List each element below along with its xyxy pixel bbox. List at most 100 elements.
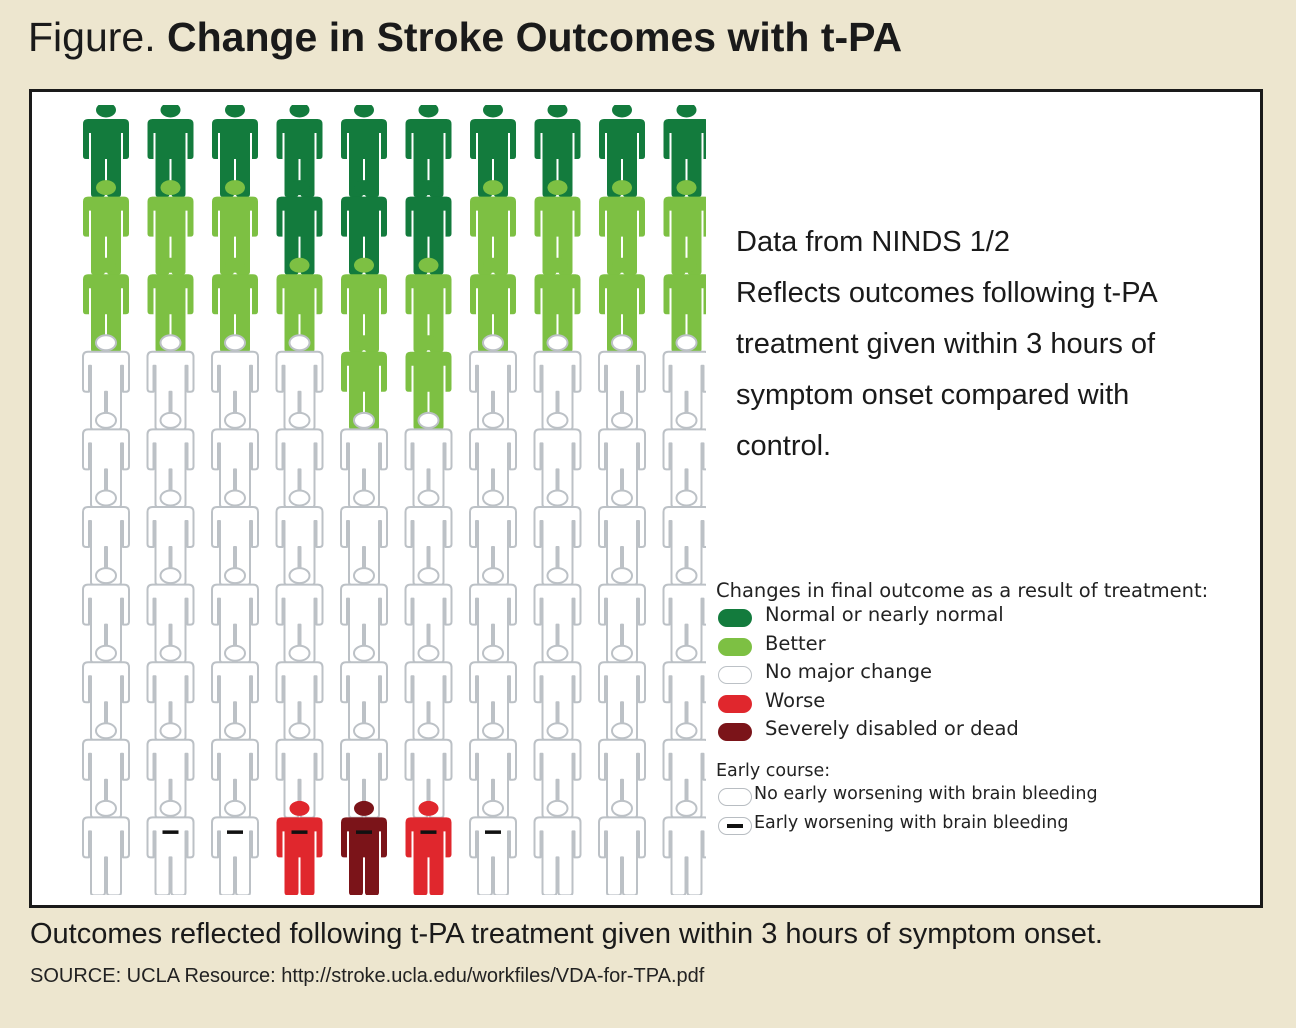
person-head	[417, 411, 440, 429]
person-head	[95, 567, 117, 585]
person-icon-no-change	[598, 799, 646, 895]
early-worsening-mark-icon	[356, 830, 372, 834]
person-head	[611, 644, 633, 662]
person-head	[611, 334, 633, 352]
person-head	[224, 567, 246, 585]
person-head	[675, 644, 698, 662]
person-icon-normal	[212, 105, 258, 197]
person-head	[96, 180, 116, 196]
legend-item-no-change: No major change	[716, 659, 1256, 688]
person-icon-no-change	[598, 334, 646, 431]
figure-caption: Outcomes reflected following t-PA treatm…	[30, 918, 1103, 950]
early-course-title: Early course:	[716, 760, 831, 781]
person-body	[147, 119, 194, 197]
person-head	[95, 334, 117, 352]
person-head	[159, 334, 182, 352]
person-icon-severe	[341, 800, 387, 895]
person-head	[95, 411, 117, 429]
person-icon-no-change	[211, 334, 259, 431]
person-icon-no-change	[662, 567, 706, 664]
person-head	[353, 489, 375, 507]
legend-label: No major change	[765, 660, 932, 683]
legend-swatch	[718, 694, 752, 713]
person-head	[611, 722, 633, 740]
legend-item-worse: Worse	[716, 688, 1256, 717]
person-head	[225, 105, 245, 118]
person-head	[675, 334, 698, 352]
person-icon-no-change	[146, 567, 195, 664]
person-head	[546, 644, 569, 662]
person-icon-better	[405, 335, 452, 430]
person-head	[288, 334, 311, 352]
person-icon-worse	[276, 800, 323, 895]
person-body	[146, 816, 195, 895]
person-icon-no-change	[211, 799, 259, 895]
person-icon-no-change	[662, 411, 706, 509]
person-head	[612, 257, 632, 273]
early-swatch	[718, 787, 752, 806]
person-head	[288, 722, 311, 740]
person-icon-normal	[534, 105, 581, 197]
person-head	[225, 257, 245, 273]
person-head	[612, 180, 632, 196]
person-head	[483, 180, 503, 196]
person-head	[159, 489, 182, 507]
person-icon-no-change	[82, 799, 130, 895]
person-head	[547, 257, 568, 273]
person-head	[95, 722, 117, 740]
person-icon-better	[470, 257, 516, 353]
person-head	[224, 334, 246, 352]
person-head	[546, 334, 569, 352]
person-icon-no-change	[211, 722, 259, 819]
early-worsening-mark-icon	[485, 830, 501, 834]
person-icon-normal	[276, 180, 323, 275]
person-body	[83, 119, 129, 197]
person-icon-better	[534, 257, 581, 353]
intro-line: Reflects outcomes following t-PA	[736, 277, 1158, 309]
person-head	[675, 489, 698, 507]
person-head	[675, 722, 698, 740]
person-head	[159, 722, 182, 740]
person-head	[612, 105, 632, 118]
intro-line: symptom onset compared with	[736, 379, 1130, 411]
person-head	[289, 800, 310, 816]
person-icon-no-change	[340, 644, 388, 742]
person-head	[224, 722, 246, 740]
person-icon-no-change	[146, 489, 195, 586]
person-body	[341, 274, 387, 353]
person-head	[546, 489, 569, 507]
person-body	[470, 274, 516, 353]
early-worsening-mark-icon	[162, 830, 179, 834]
early-label: No early worsening with brain bleeding	[754, 783, 1098, 804]
person-icon-normal	[663, 105, 706, 197]
person-body	[534, 274, 581, 353]
person-head	[354, 335, 374, 351]
person-head	[289, 180, 310, 196]
person-icon-no-change	[275, 334, 324, 431]
person-body	[83, 196, 129, 275]
intro-line: Data from NINDS 1/2	[736, 226, 1010, 258]
person-icon-better	[599, 180, 645, 275]
person-head	[160, 180, 181, 196]
person-icon-no-change	[662, 489, 706, 586]
person-body	[341, 196, 387, 275]
person-body	[663, 119, 706, 197]
person-icon-no-change	[662, 799, 706, 895]
person-head	[354, 180, 374, 196]
person-head	[482, 799, 504, 817]
person-body	[599, 119, 645, 197]
person-icon-normal	[599, 105, 645, 197]
legend-title: Changes in final outcome as a result of …	[716, 579, 1209, 602]
person-body	[534, 119, 581, 197]
person-body	[405, 817, 452, 895]
legend-item-normal: Normal or nearly normal	[716, 602, 1256, 631]
person-body	[212, 196, 258, 275]
person-icon-better	[83, 257, 129, 353]
person-icon-no-change	[469, 722, 517, 819]
person-icon-better	[405, 257, 452, 353]
person-head	[482, 567, 504, 585]
person-head	[547, 105, 568, 118]
intro-text: Data from NINDS 1/2 Reflects outcomes fo…	[736, 217, 1241, 472]
legend-swatch	[718, 666, 752, 684]
figure-panel: Data from NINDS 1/2 Reflects outcomes fo…	[29, 89, 1263, 908]
